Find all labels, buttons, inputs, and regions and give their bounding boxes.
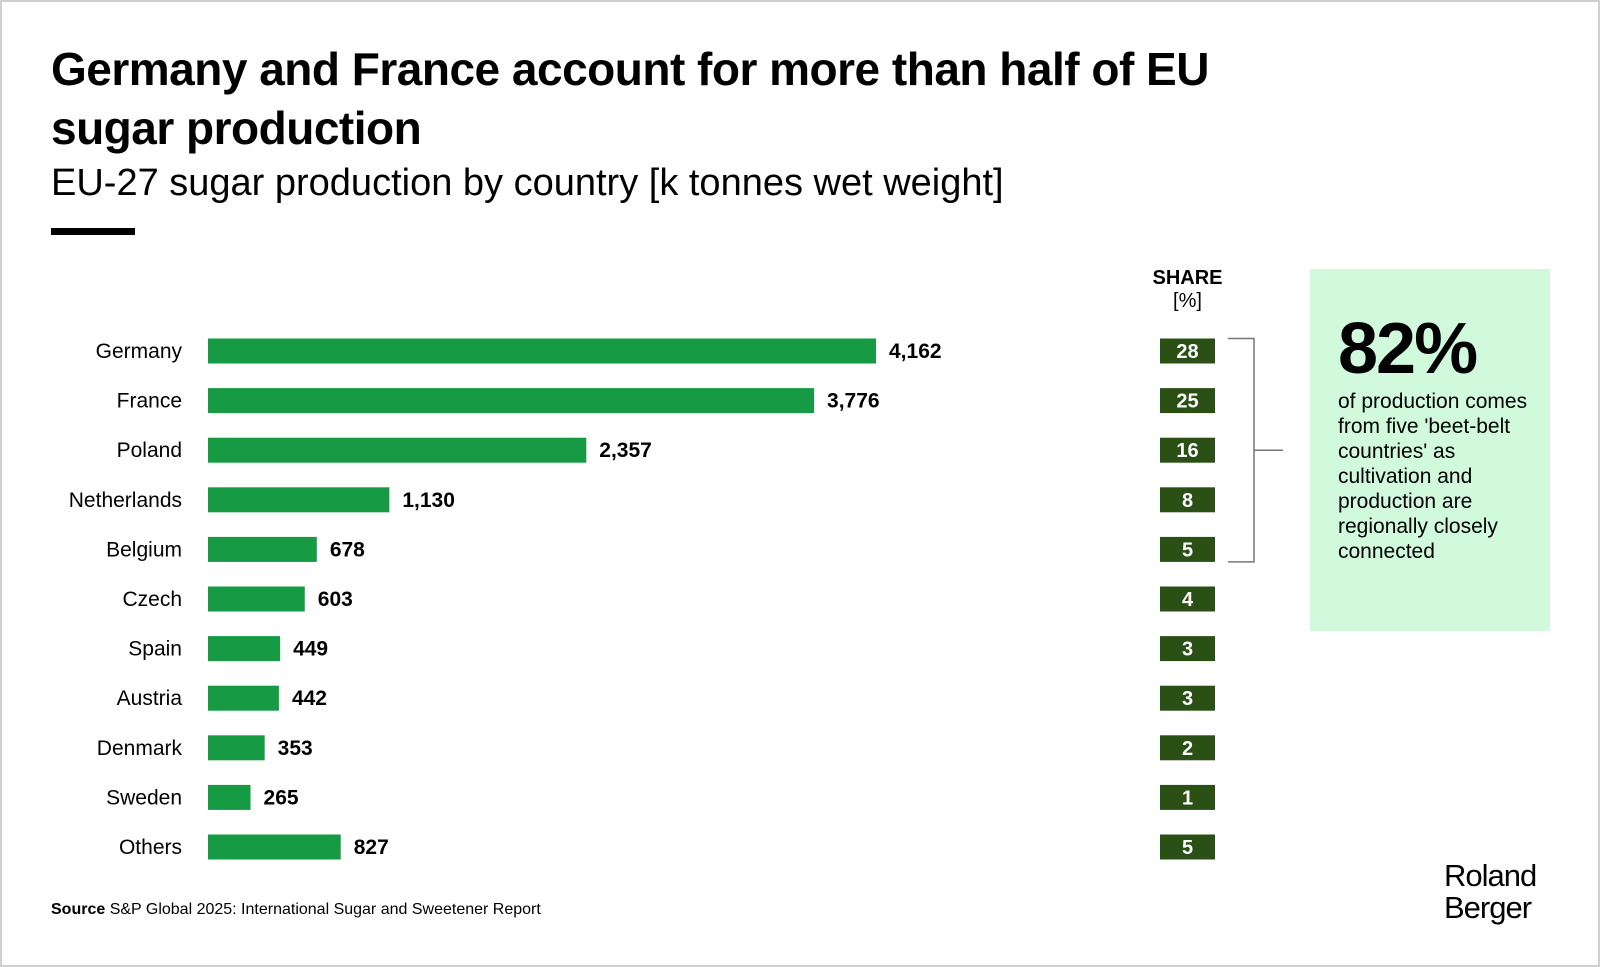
- share-value: 3: [1182, 639, 1193, 661]
- title-rule: [51, 228, 135, 235]
- value-label: 353: [278, 737, 313, 760]
- share-box: [1160, 685, 1215, 711]
- callout-value: 82%: [1338, 309, 1478, 389]
- bar: [208, 834, 341, 860]
- bar: [208, 487, 390, 513]
- category-label: Spain: [128, 638, 182, 661]
- share-value: 4: [1182, 589, 1194, 611]
- value-label: 3,776: [827, 390, 880, 413]
- bar: [208, 636, 281, 662]
- category-label: Netherlands: [69, 489, 182, 512]
- roland-berger-logo: Roland Berger: [1444, 858, 1537, 925]
- category-label: France: [117, 390, 182, 413]
- share-unit: [%]: [1173, 290, 1202, 312]
- share-box: [1160, 735, 1215, 761]
- bar: [208, 536, 317, 562]
- share-box: [1160, 388, 1215, 414]
- bar: [208, 735, 265, 761]
- share-box: [1160, 536, 1215, 562]
- bar: [208, 338, 876, 364]
- bar: [208, 437, 587, 463]
- category-label: Germany: [96, 340, 183, 363]
- value-label: 265: [264, 786, 299, 809]
- share-box: [1160, 784, 1215, 810]
- share-value: 16: [1176, 440, 1198, 462]
- share-value: 1: [1182, 787, 1193, 809]
- value-label: 2,357: [599, 439, 652, 462]
- value-label: 442: [292, 687, 327, 710]
- category-label: Czech: [122, 588, 182, 611]
- group-bracket: [1228, 337, 1283, 563]
- bar: [208, 784, 251, 810]
- chart-title: Germany and France account for more than…: [51, 43, 1209, 154]
- share-value: 28: [1176, 341, 1198, 363]
- chart-subtitle: EU-27 sugar production by country [k ton…: [51, 162, 1004, 204]
- share-box: [1160, 487, 1215, 513]
- category-label: Belgium: [106, 538, 182, 561]
- share-value: 5: [1182, 837, 1193, 859]
- value-label: 827: [354, 836, 389, 859]
- callout-box: 82% of production comes from five 'beet-…: [1310, 269, 1550, 631]
- source-note: Source S&P Global 2025: International Su…: [51, 901, 541, 919]
- share-box: [1160, 636, 1215, 662]
- category-label: Poland: [117, 439, 182, 462]
- share-value: 5: [1182, 539, 1193, 561]
- bar: [208, 586, 305, 612]
- bar: [208, 685, 279, 711]
- share-value: 25: [1176, 391, 1198, 413]
- source-label: Source: [51, 901, 106, 918]
- value-label: 4,162: [889, 340, 942, 363]
- share-box: [1160, 586, 1215, 612]
- callout-text: of production comes from five 'beet-belt…: [1338, 390, 1528, 563]
- category-label: Others: [119, 836, 182, 859]
- share-header: SHARE: [1152, 267, 1223, 289]
- bar: [208, 388, 815, 414]
- share-box: [1160, 834, 1215, 860]
- value-label: 603: [318, 588, 353, 611]
- share-value: 8: [1182, 490, 1193, 512]
- share-value: 3: [1182, 688, 1193, 710]
- value-label: 1,130: [402, 489, 455, 512]
- source-text: S&P Global 2025: International Sugar and…: [109, 901, 541, 918]
- value-label: 678: [330, 538, 365, 561]
- share-value: 2: [1182, 738, 1193, 760]
- share-box: [1160, 338, 1215, 364]
- category-label: Austria: [117, 687, 183, 710]
- category-label: Denmark: [97, 737, 183, 760]
- category-label: Sweden: [106, 786, 182, 809]
- share-box: [1160, 437, 1215, 463]
- value-label: 449: [293, 638, 328, 661]
